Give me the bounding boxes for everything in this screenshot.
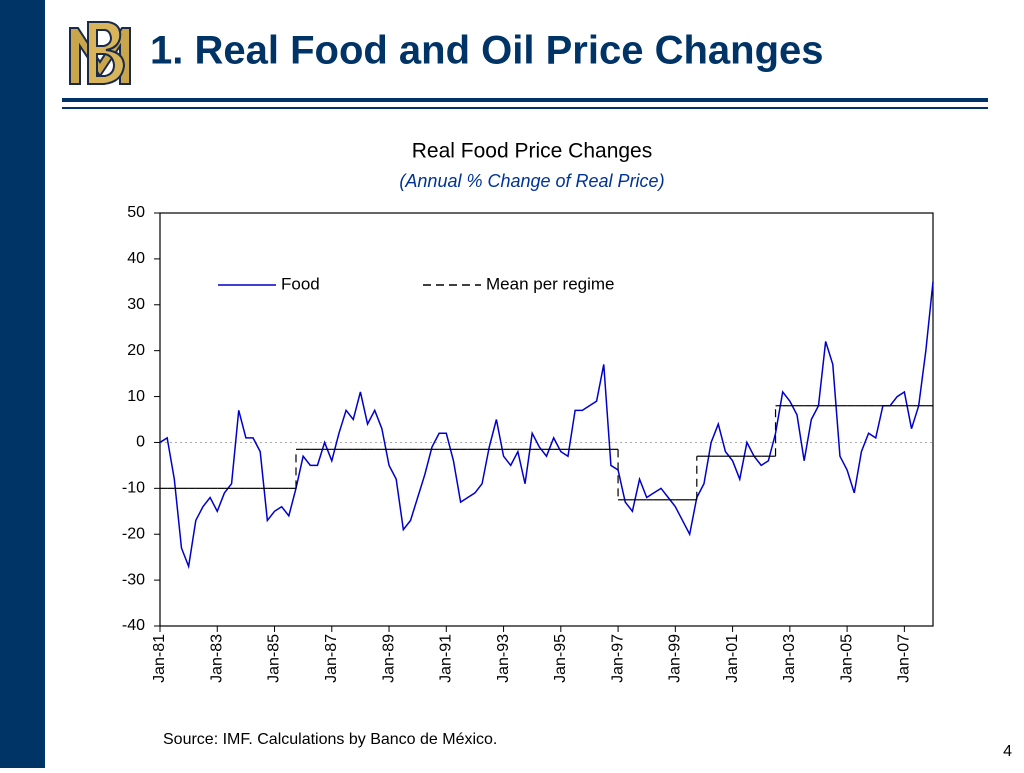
- rule: [62, 98, 988, 102]
- x-tick-label: Jan-03: [781, 634, 798, 683]
- x-tick-label: Jan-07: [896, 634, 913, 683]
- x-tick-label: Jan-95: [552, 634, 569, 683]
- chart-title: Real Food Price Changes: [412, 140, 652, 163]
- x-tick-label: Jan-89: [380, 634, 397, 683]
- x-tick-label: Jan-85: [266, 634, 283, 683]
- x-tick-label: Jan-97: [609, 634, 626, 683]
- x-tick-label: Jan-91: [438, 634, 455, 683]
- legend-label: Mean per regime: [486, 274, 615, 293]
- source-note: Source: IMF. Calculations by Banco de Mé…: [163, 731, 497, 748]
- y-tick-label: -20: [122, 525, 145, 542]
- y-tick-label: -40: [122, 617, 145, 634]
- y-tick-label: -10: [122, 480, 145, 497]
- y-tick-label: 20: [127, 342, 145, 359]
- page-number: 4: [1003, 743, 1012, 760]
- x-tick-label: Jan-99: [667, 634, 684, 683]
- x-tick-label: Jan-01: [724, 634, 741, 683]
- x-tick-label: Jan-87: [323, 634, 340, 683]
- logo: [69, 21, 131, 85]
- plot-frame: [159, 212, 934, 627]
- y-tick-label: 40: [127, 250, 145, 267]
- x-tick-label: Jan-93: [495, 634, 512, 683]
- y-tick-label: -30: [122, 571, 145, 588]
- y-tick-label: 50: [127, 204, 145, 221]
- side-bar: [0, 0, 45, 768]
- food-line: [159, 281, 934, 570]
- slide-title: 1. Real Food and Oil Price Changes: [150, 29, 824, 73]
- x-tick-label: Jan-81: [151, 634, 168, 683]
- x-tick-label: Jan-83: [208, 634, 225, 683]
- y-tick-label: 30: [127, 296, 145, 313]
- legend-label: Food: [281, 274, 320, 293]
- chart-subtitle: (Annual % Change of Real Price): [399, 171, 664, 191]
- rule: [62, 107, 988, 109]
- y-tick-label: 10: [127, 388, 145, 405]
- y-tick-label: 0: [136, 434, 145, 451]
- x-tick-label: Jan-05: [838, 634, 855, 683]
